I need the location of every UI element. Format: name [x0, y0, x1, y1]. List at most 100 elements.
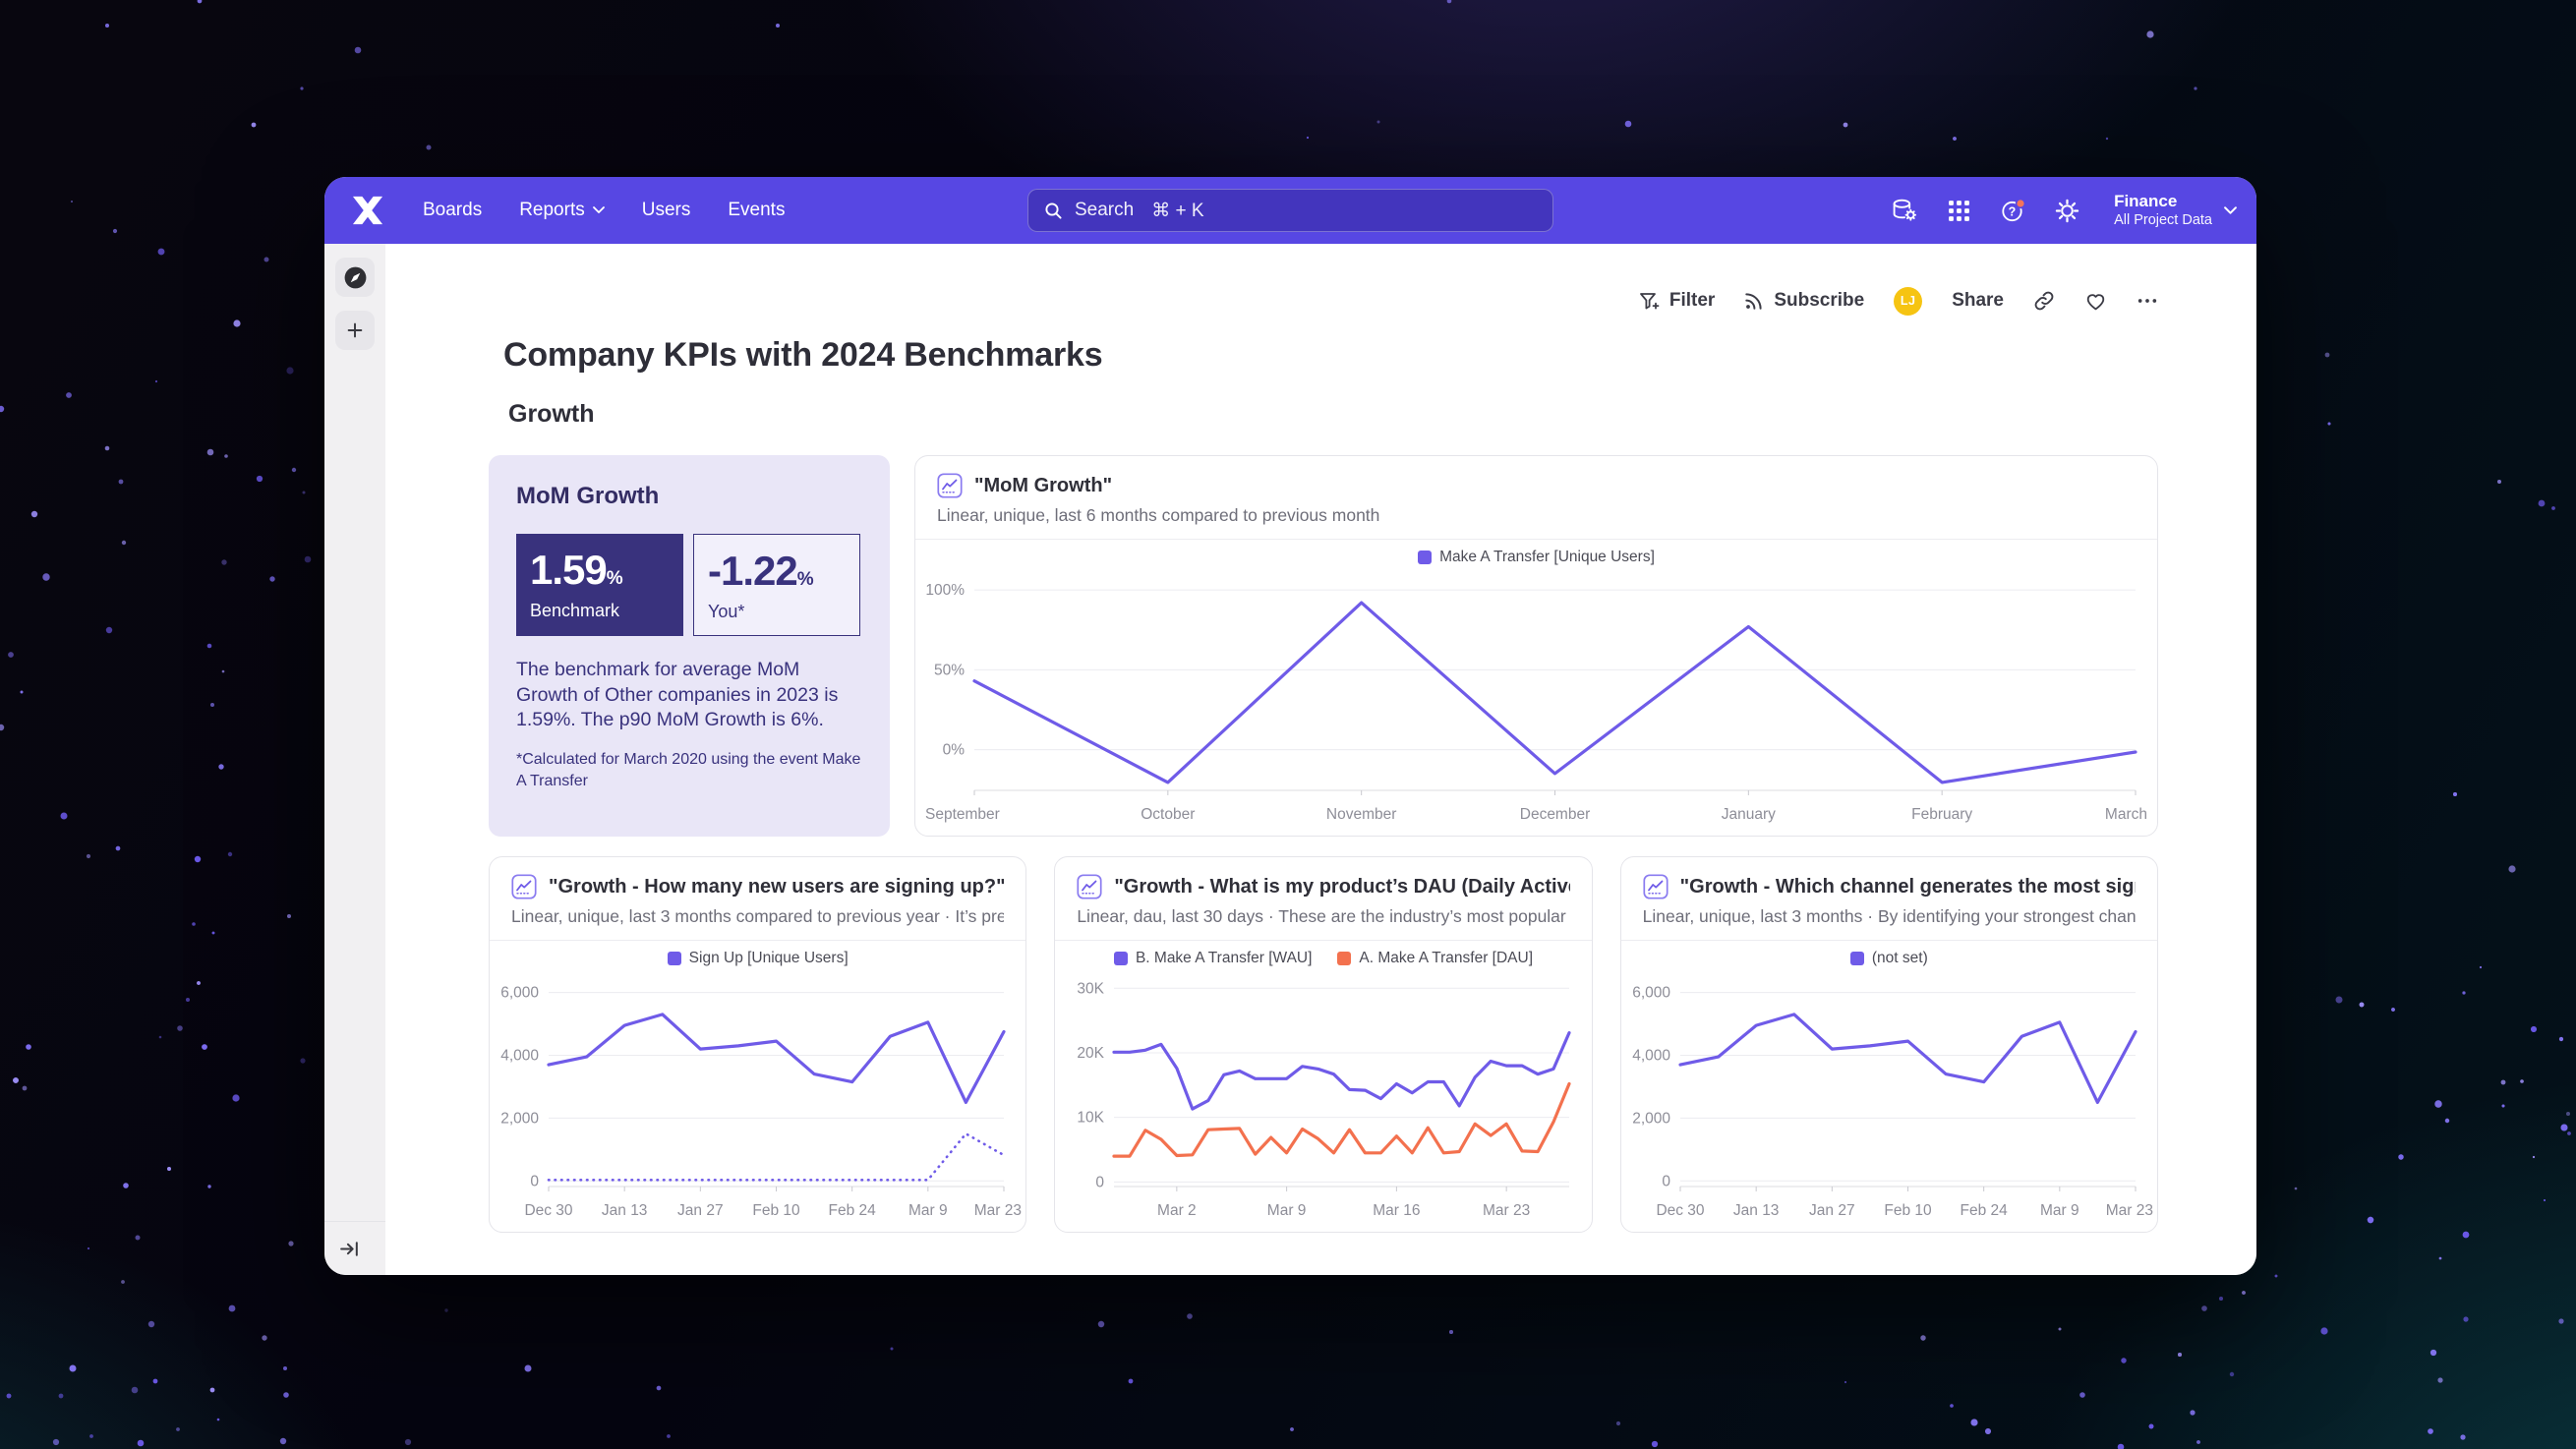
svg-text:Mar 9: Mar 9	[908, 1202, 948, 1219]
mom-growth-benchmark-card[interactable]: MoM Growth 1.59% Benchmark -1.22% You* T…	[489, 455, 890, 837]
copy-link-icon[interactable]	[2033, 290, 2055, 312]
subscribe-button[interactable]: Subscribe	[1744, 290, 1864, 312]
svg-text:Mar 23: Mar 23	[2105, 1202, 2152, 1219]
mixpanel-logo-icon[interactable]	[350, 195, 385, 226]
legend-label: A. Make A Transfer [DAU]	[1359, 950, 1534, 966]
search-input[interactable]: Search ⌘ + K	[1027, 189, 1553, 232]
explore-boards-button[interactable]	[335, 258, 375, 297]
nav-label: Reports	[519, 200, 585, 220]
rss-icon	[1745, 293, 1762, 310]
svg-text:Jan 13: Jan 13	[1733, 1202, 1780, 1219]
settings-gear-icon[interactable]	[2054, 198, 2080, 224]
svg-text:0: 0	[1096, 1174, 1105, 1190]
legend-label: Make A Transfer [Unique Users]	[1439, 549, 1655, 565]
svg-text:6,000: 6,000	[500, 985, 539, 1002]
svg-text:Feb 24: Feb 24	[829, 1202, 877, 1219]
nav-label: Boards	[423, 200, 483, 220]
filter-button[interactable]: Filter	[1639, 290, 1715, 312]
mom-card-title: MoM Growth	[516, 483, 660, 509]
nav-item-boards[interactable]: Boards	[423, 200, 482, 221]
benchmark-footnote: *Calculated for March 2020 using the eve…	[516, 751, 861, 789]
apps-grid-icon[interactable]	[1946, 198, 1972, 224]
svg-text:Mar 2: Mar 2	[1157, 1202, 1197, 1219]
legend-item[interactable]: A. Make A Transfer [DAU]	[1337, 950, 1533, 967]
svg-text:Mar 16: Mar 16	[1374, 1202, 1421, 1219]
chart-card-header: "Growth - How many new users are signing…	[490, 857, 1026, 941]
nav-label: Events	[728, 200, 786, 220]
svg-text:November: November	[1326, 806, 1397, 823]
report-chart-icon	[1077, 874, 1102, 899]
svg-text:0: 0	[530, 1173, 539, 1189]
svg-text:?: ?	[2009, 204, 2017, 218]
legend-item[interactable]: B. Make A Transfer [WAU]	[1113, 950, 1312, 967]
legend-swatch	[1418, 551, 1433, 564]
svg-text:Dec 30: Dec 30	[1656, 1202, 1704, 1219]
svg-text:September: September	[925, 806, 1000, 823]
svg-text:Jan 13: Jan 13	[602, 1202, 648, 1219]
new-board-button[interactable]	[335, 311, 375, 350]
subscribe-label: Subscribe	[1774, 290, 1865, 311]
benchmark-value-box: 1.59% Benchmark	[516, 534, 683, 636]
svg-text:6,000: 6,000	[1632, 985, 1670, 1002]
svg-text:2,000: 2,000	[1632, 1110, 1670, 1127]
more-options-icon[interactable]	[2137, 290, 2158, 312]
chart-subtitle: Linear, unique, last 3 months compared t…	[511, 906, 1005, 926]
project-switcher[interactable]: Finance All Project Data	[2114, 192, 2237, 229]
legend-item[interactable]: (not set)	[1849, 950, 1928, 967]
svg-text:50%: 50%	[934, 662, 965, 678]
board-toolbar: Filter Subscribe LJ Share	[489, 244, 2158, 319]
legend-swatch	[667, 952, 681, 965]
chart-title[interactable]: "MoM Growth"	[974, 474, 1113, 496]
benchmark-value: 1.59	[530, 547, 608, 593]
you-value: -1.22	[708, 548, 798, 594]
avatar[interactable]: LJ	[1894, 286, 1923, 316]
chart-legend: Sign Up [Unique Users]	[490, 950, 1025, 967]
left-sidebar	[324, 244, 386, 1275]
svg-text:2,000: 2,000	[500, 1110, 539, 1127]
svg-text:Mar 23: Mar 23	[1483, 1202, 1530, 1219]
legend-item[interactable]: Make A Transfer [Unique Users]	[1418, 549, 1655, 566]
benchmark-unit: %	[606, 568, 623, 589]
line-chart[interactable]: 0% 50% 100% September October November Decembe…	[917, 568, 2155, 833]
section-title: Growth	[508, 400, 595, 428]
page-title: Company KPIs with 2024 Benchmarks	[503, 336, 1103, 374]
benchmark-description: The benchmark for average MoM Growth of …	[516, 659, 839, 731]
favorite-heart-icon[interactable]	[2084, 290, 2107, 313]
nav-item-users[interactable]: Users	[642, 200, 691, 221]
line-chart[interactable]: 0 2,000 4,000 6,000 Dec 30 Jan 13 Jan 27 Feb 10…	[1623, 969, 2155, 1229]
share-button[interactable]: Share	[1952, 290, 2004, 311]
svg-text:Feb 24: Feb 24	[1960, 1202, 2008, 1219]
chart-title[interactable]: "Growth - Which channel generates the mo…	[1679, 875, 2136, 898]
chart-card-header: "Growth - What is my product’s DAU (Dail…	[1055, 857, 1592, 941]
chart-legend: B. Make A Transfer [WAU] A. Make A Transf…	[1055, 950, 1591, 967]
chevron-down-icon	[592, 206, 605, 213]
svg-text:4,000: 4,000	[1632, 1047, 1670, 1064]
svg-text:October: October	[1141, 806, 1195, 823]
chart-title[interactable]: "Growth - What is my product’s DAU (Dail…	[1114, 875, 1569, 898]
legend-swatch	[1113, 952, 1128, 965]
line-chart[interactable]: 0 2,000 4,000 6,000 Dec 30 Jan 13 Jan 27 Feb 10…	[492, 969, 1024, 1229]
legend-label: (not set)	[1871, 950, 1928, 966]
chart-title[interactable]: "Growth - How many new users are signing…	[549, 875, 1005, 898]
nav-item-events[interactable]: Events	[728, 200, 785, 221]
expand-sidebar-icon[interactable]	[338, 1238, 361, 1260]
you-value-box: -1.22% You*	[693, 534, 860, 636]
benchmark-label: Benchmark	[530, 601, 620, 620]
data-management-icon[interactable]	[1892, 198, 1918, 224]
svg-text:Mar 9: Mar 9	[2040, 1202, 2079, 1219]
notification-badge	[2015, 198, 2026, 208]
line-chart[interactable]: 0 10K 20K 30K Mar 2 Mar 9 Mar 16 Mar 23	[1057, 969, 1589, 1229]
chart-subtitle: Linear, unique, last 6 months compared t…	[937, 505, 1380, 525]
legend-item[interactable]: Sign Up [Unique Users]	[667, 950, 849, 967]
project-subtitle: All Project Data	[2114, 211, 2212, 228]
sidebar-footer	[324, 1221, 385, 1275]
project-name: Finance	[2114, 192, 2178, 211]
chart-subtitle: Linear, dau, last 30 days · These are th…	[1077, 906, 1569, 926]
help-icon[interactable]: ?	[2000, 198, 2026, 224]
report-chart-icon	[937, 473, 963, 498]
legend-swatch	[1849, 952, 1864, 965]
board-content: Filter Subscribe LJ Share Compa	[385, 244, 2256, 1275]
nav-item-reports[interactable]: Reports	[519, 200, 605, 221]
filter-funnel-icon	[1639, 292, 1660, 309]
svg-text:March: March	[2105, 806, 2147, 823]
